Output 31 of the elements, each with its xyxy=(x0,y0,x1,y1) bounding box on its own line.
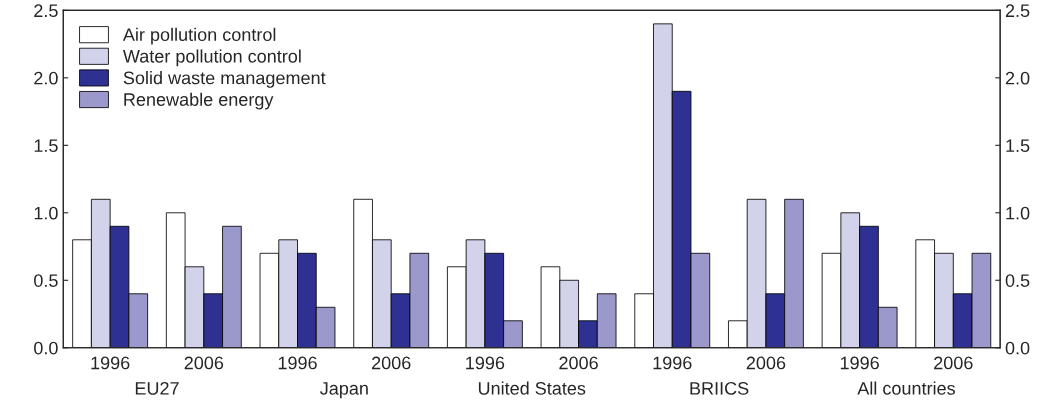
legend-label: Air pollution control xyxy=(122,27,276,45)
y-tick-label: 0.0 xyxy=(34,341,58,355)
x-tick-label: 1996 xyxy=(653,356,692,370)
x-tick-label: 2006 xyxy=(372,356,411,370)
x-tick-label: 2006 xyxy=(559,356,598,370)
x-tick-label: 2006 xyxy=(184,356,224,370)
y2-tick-label: 2.0 xyxy=(1005,71,1030,85)
y2-tick-label: 1.5 xyxy=(1006,139,1030,153)
legend-label: Solid waste management xyxy=(123,71,326,88)
x-tick-label: 1996 xyxy=(466,356,505,370)
y2-tick-label: 0.5 xyxy=(1005,274,1030,287)
y-tick-label: 1.0 xyxy=(34,206,58,220)
x-tick-label: 2006 xyxy=(934,356,973,370)
text: All countries xyxy=(857,381,955,395)
y2-tick-label: 2.5 xyxy=(1005,4,1030,18)
y-tick-label: 1.5 xyxy=(34,139,58,153)
legend-label: Renewable energy xyxy=(124,92,274,110)
y-tick-label: 2.0 xyxy=(34,71,58,85)
y-tick-label: 2.5 xyxy=(34,4,58,18)
text: EU27 xyxy=(135,381,179,395)
x-tick-label: 1996 xyxy=(91,356,130,370)
x-tick-label: 1996 xyxy=(840,356,879,370)
y2-tick-label: 0.0 xyxy=(1005,341,1030,355)
text: United States xyxy=(478,381,586,395)
text: Japan xyxy=(320,382,368,399)
y2-tick-label: 1.0 xyxy=(1006,206,1030,220)
legend-label: Water pollution control xyxy=(122,49,301,67)
y-tick-label: 0.5 xyxy=(34,274,58,287)
x-tick-label: 1996 xyxy=(278,356,317,370)
x-tick-label: 2006 xyxy=(746,356,786,370)
text: BRIICS xyxy=(690,381,749,395)
